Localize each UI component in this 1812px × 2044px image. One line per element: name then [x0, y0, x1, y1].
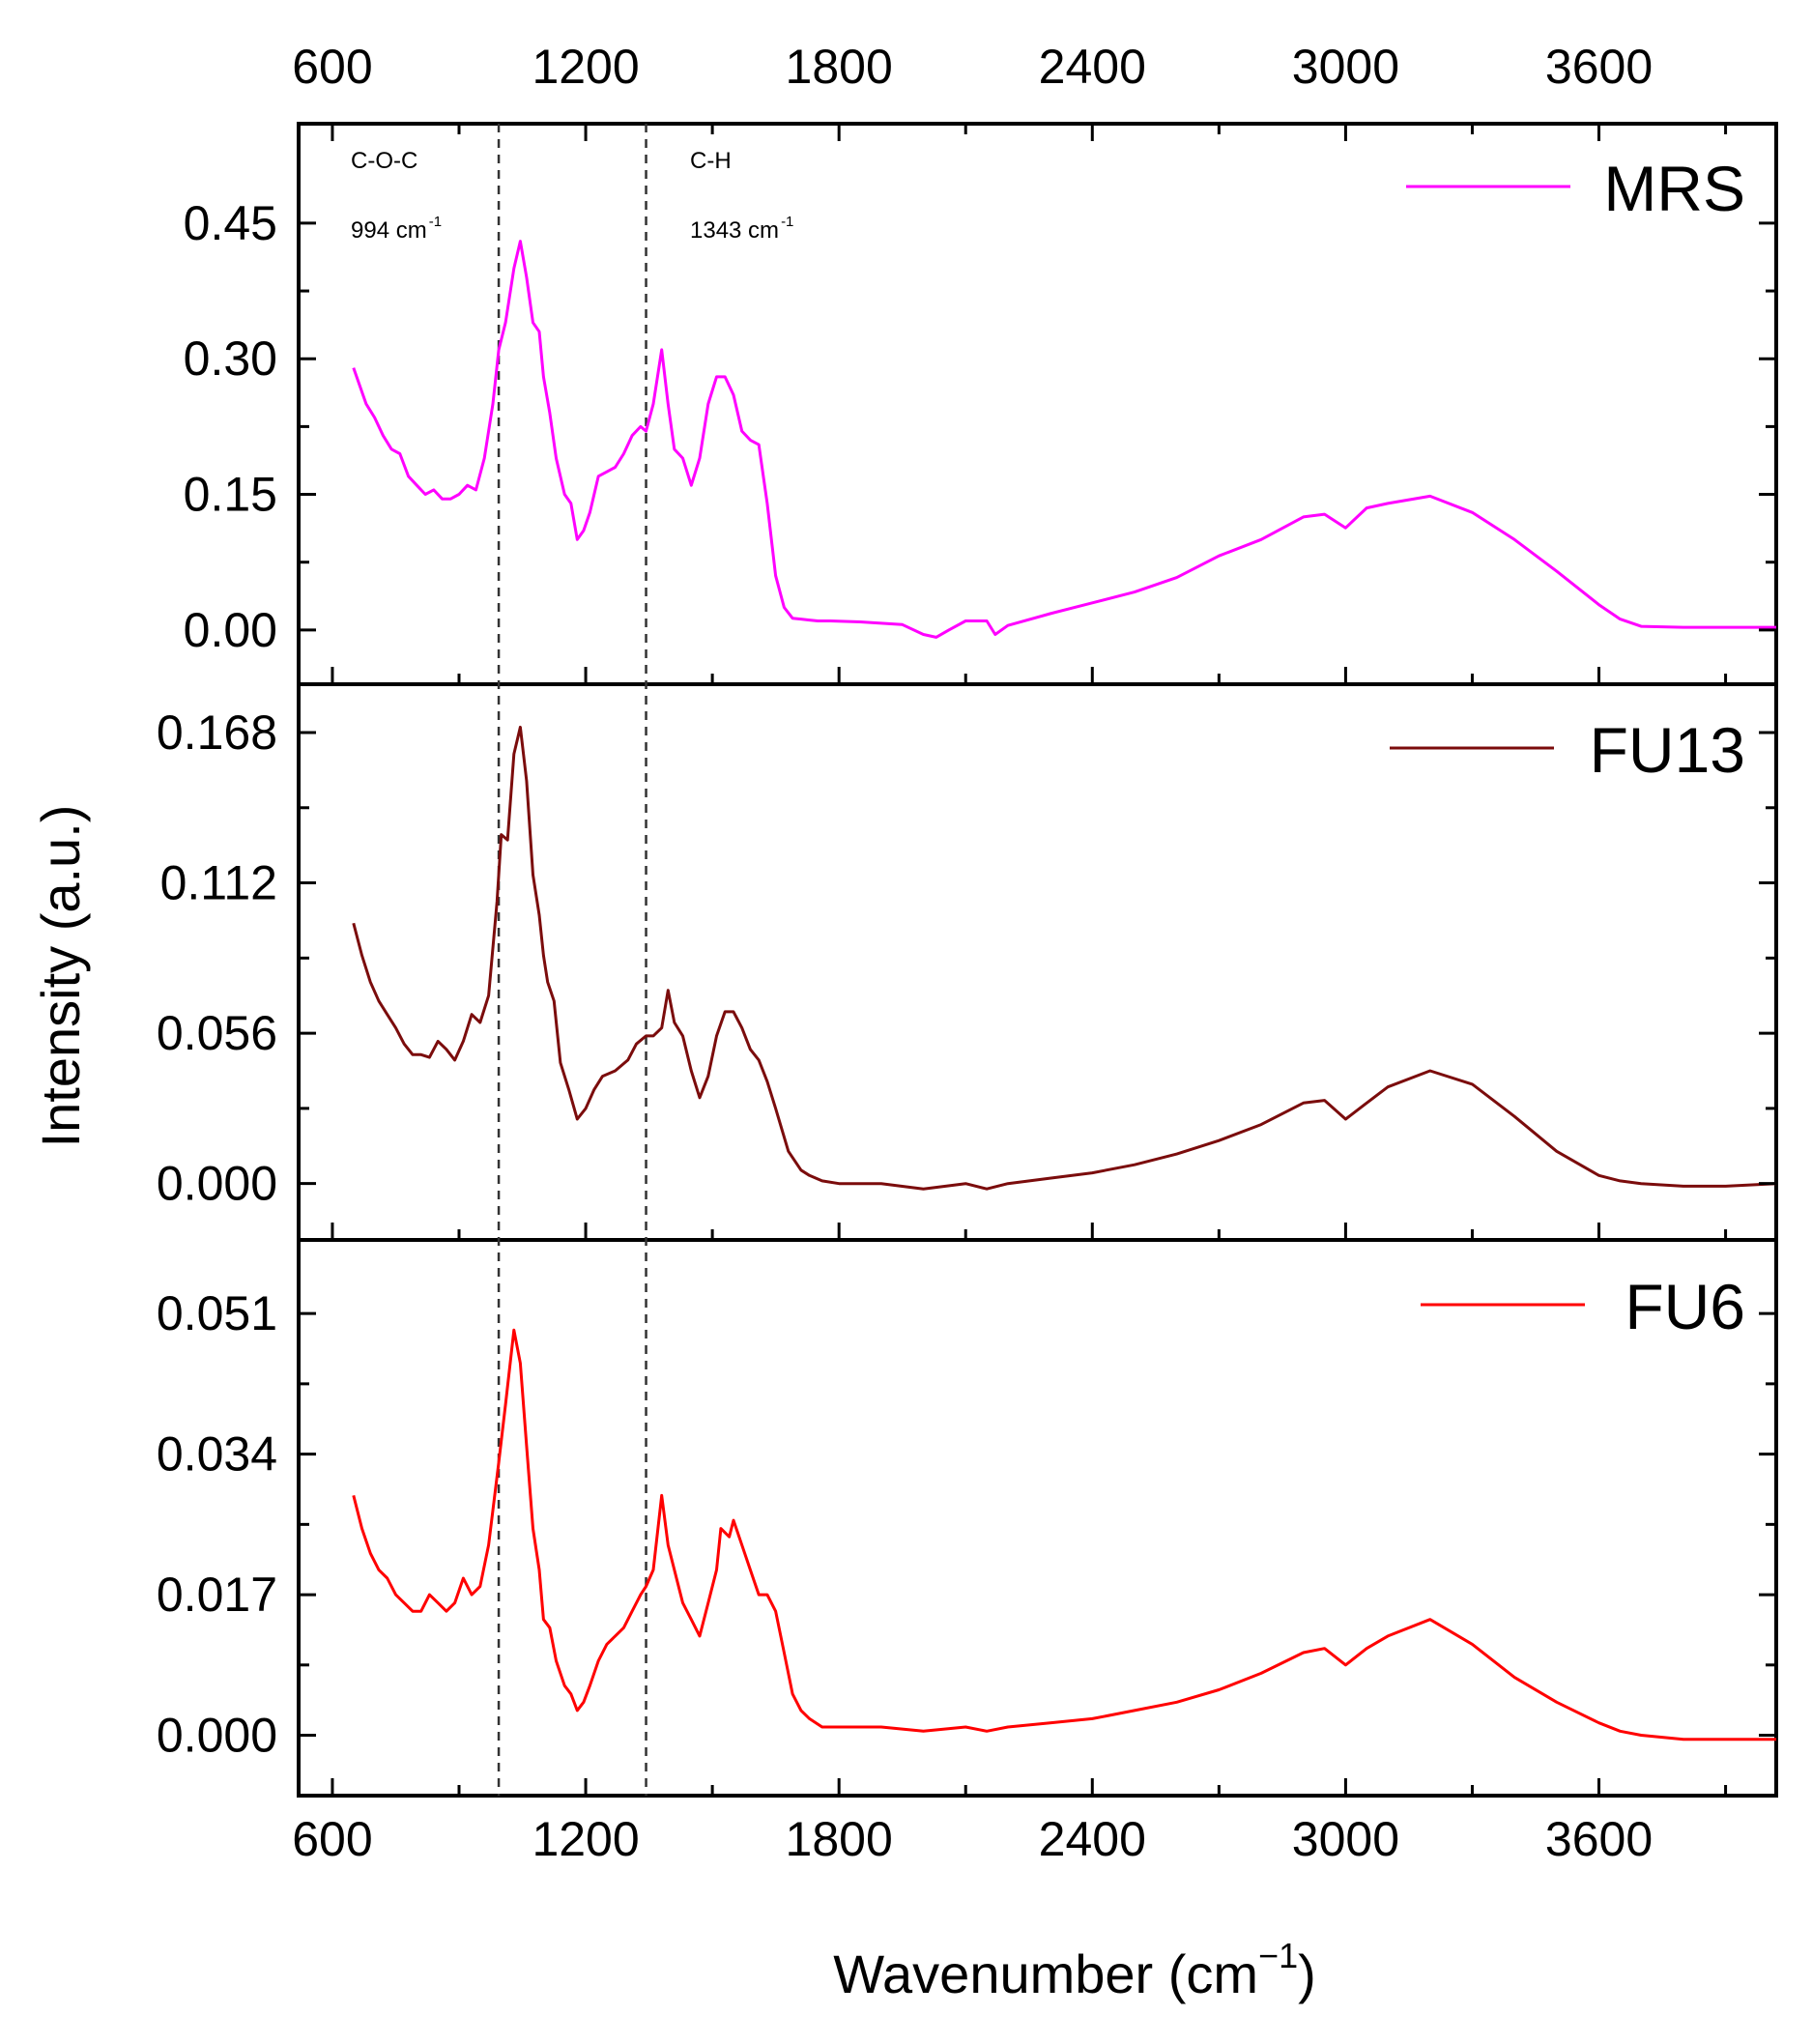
y-tick-label-mrs-0: 0.00 [184, 603, 277, 657]
plot-border [297, 122, 1778, 1798]
ann-c-o-c-wavenumber: 994 cm [351, 217, 427, 244]
legend-label-fu13: FU13 [1590, 714, 1745, 786]
x-tick-label-top-1200: 1200 [532, 40, 639, 94]
x-tick-label-bottom-600: 600 [292, 1812, 372, 1866]
axis-labels: 600 600 1200 1200 1800 1800 2400 2400 3000 3000 36… [30, 40, 1653, 2004]
x-tick-label-bottom-2400: 2400 [1039, 1812, 1146, 1866]
ann-c-o-c-name: C-O-C [351, 148, 417, 174]
ann-c-h-sup: -1 [781, 214, 793, 230]
y-axis-title: Intensity (a.u.) [30, 805, 91, 1148]
legend-label-fu6: FU6 [1625, 1271, 1745, 1342]
y-tick-label-fu6-2: 0.034 [157, 1427, 277, 1482]
legends: MRS FU13 FU6 [1390, 153, 1745, 1342]
series-line-mrs [352, 240, 1776, 639]
y-tick-label-mrs-1: 0.15 [184, 468, 277, 522]
y-tick-label-mrs-3: 0.45 [184, 196, 277, 250]
x-tick-label-top-3600: 3600 [1545, 40, 1653, 94]
x-tick-label-top-3000: 3000 [1292, 40, 1399, 94]
plot-frame [297, 122, 1778, 1798]
spectra [352, 240, 1777, 1742]
axis-ticks [299, 124, 1776, 1796]
ann-c-o-c-sup: -1 [429, 214, 442, 230]
y-tick-label-mrs-2: 0.30 [184, 331, 277, 386]
x-axis-title-sup: −1 [1258, 1936, 1298, 1975]
x-tick-label-bottom-1200: 1200 [532, 1812, 639, 1866]
y-tick-label-fu6-3: 0.051 [157, 1286, 277, 1340]
x-tick-label-bottom-1800: 1800 [786, 1812, 893, 1866]
x-axis-title-close: ) [1298, 1943, 1316, 2004]
y-tick-label-fu13-2: 0.112 [160, 856, 277, 910]
y-tick-label-fu6-1: 0.017 [157, 1568, 277, 1622]
x-tick-label-bottom-3600: 3600 [1545, 1812, 1653, 1866]
ann-c-h-name: C-H [690, 148, 732, 174]
legend-label-mrs: MRS [1603, 153, 1745, 224]
x-tick-label-top-600: 600 [292, 40, 372, 94]
ann-c-h-wavenumber: 1343 cm [690, 217, 779, 244]
x-axis-title-main: Wavenumber (cm [833, 1943, 1258, 2004]
x-axis-title: Wavenumber (cm−1) [833, 1936, 1316, 2004]
x-tick-label-top-1800: 1800 [786, 40, 893, 94]
series-line-fu6 [352, 1328, 1776, 1742]
x-tick-label-top-2400: 2400 [1039, 40, 1146, 94]
y-tick-label-fu13-3: 0.168 [157, 705, 277, 760]
y-tick-label-fu13-0: 0.000 [157, 1157, 277, 1211]
y-tick-label-fu6-0: 0.000 [157, 1709, 277, 1763]
x-tick-label-bottom-3000: 3000 [1292, 1812, 1399, 1866]
y-tick-label-fu13-1: 0.056 [157, 1006, 277, 1060]
series-line-fu13 [352, 725, 1777, 1191]
